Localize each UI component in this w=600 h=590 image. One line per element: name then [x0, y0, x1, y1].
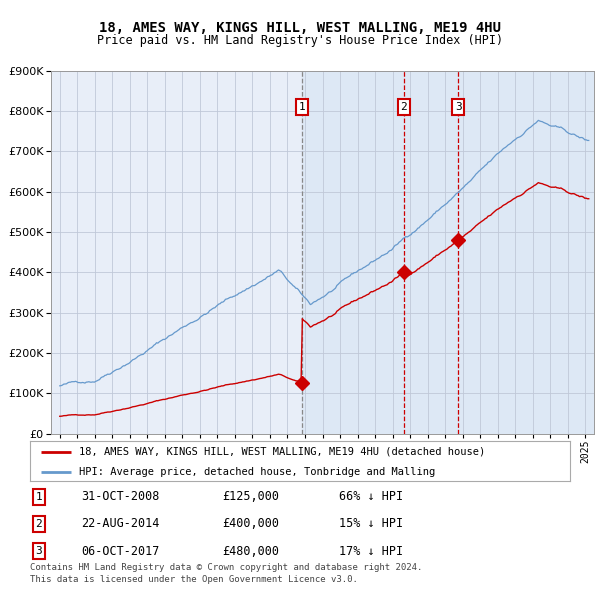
- Text: 22-AUG-2014: 22-AUG-2014: [81, 517, 160, 530]
- Text: £125,000: £125,000: [222, 490, 279, 503]
- Text: 17% ↓ HPI: 17% ↓ HPI: [339, 545, 403, 558]
- Text: HPI: Average price, detached house, Tonbridge and Malling: HPI: Average price, detached house, Tonb…: [79, 467, 435, 477]
- Text: 66% ↓ HPI: 66% ↓ HPI: [339, 490, 403, 503]
- Text: 31-OCT-2008: 31-OCT-2008: [81, 490, 160, 503]
- Text: 2: 2: [35, 519, 43, 529]
- Text: This data is licensed under the Open Government Licence v3.0.: This data is licensed under the Open Gov…: [30, 575, 358, 584]
- Text: 06-OCT-2017: 06-OCT-2017: [81, 545, 160, 558]
- Text: 1: 1: [299, 102, 305, 112]
- Text: Contains HM Land Registry data © Crown copyright and database right 2024.: Contains HM Land Registry data © Crown c…: [30, 563, 422, 572]
- Text: 18, AMES WAY, KINGS HILL, WEST MALLING, ME19 4HU (detached house): 18, AMES WAY, KINGS HILL, WEST MALLING, …: [79, 447, 485, 457]
- Text: 15% ↓ HPI: 15% ↓ HPI: [339, 517, 403, 530]
- Text: Price paid vs. HM Land Registry's House Price Index (HPI): Price paid vs. HM Land Registry's House …: [97, 34, 503, 47]
- Text: 2: 2: [400, 102, 407, 112]
- Bar: [302, 71, 594, 434]
- Text: 18, AMES WAY, KINGS HILL, WEST MALLING, ME19 4HU: 18, AMES WAY, KINGS HILL, WEST MALLING, …: [99, 21, 501, 35]
- Text: 3: 3: [455, 102, 461, 112]
- Text: 1: 1: [35, 492, 43, 502]
- Text: 3: 3: [35, 546, 43, 556]
- Text: £400,000: £400,000: [222, 517, 279, 530]
- Text: £480,000: £480,000: [222, 545, 279, 558]
